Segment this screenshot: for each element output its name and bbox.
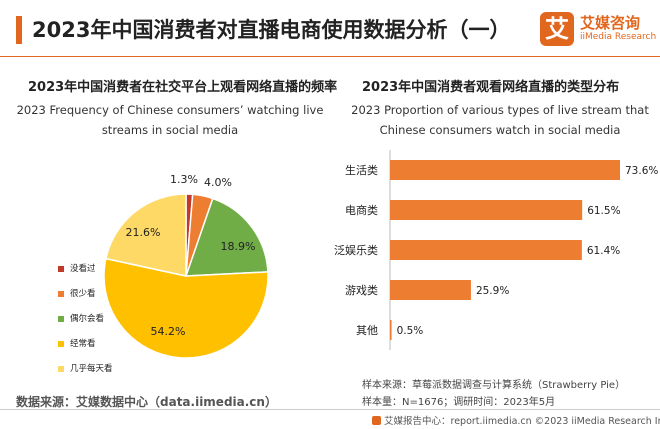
bar xyxy=(390,160,620,180)
footer: 艾媒报告中心：report.iimedia.cn ©2023 iiMedia R… xyxy=(372,413,660,427)
footer-text: 艾媒报告中心：report.iimedia.cn ©2023 iiMedia R… xyxy=(384,416,660,427)
pie-title-en-line2: streams in social media xyxy=(101,123,239,137)
legend-label: 很少看 xyxy=(70,289,96,299)
bar-value-label: 61.4% xyxy=(587,245,620,257)
bar-value-label: 0.5% xyxy=(397,325,424,337)
bar xyxy=(390,200,583,220)
legend-swatch xyxy=(58,316,64,322)
pie-slice xyxy=(104,193,187,277)
pie-slice xyxy=(184,197,269,277)
report-center-icon xyxy=(372,416,381,425)
pie-value-label: 4.0% xyxy=(204,176,232,189)
bar-title-en: 2023 Proportion of various types of live… xyxy=(340,100,660,140)
legend-label: 偶尔会看 xyxy=(70,314,105,324)
footer-divider xyxy=(0,409,660,410)
bar-category-label: 其他 xyxy=(356,324,378,337)
bar-title-en-line1: 2023 Proportion of various types of live… xyxy=(351,103,649,117)
legend-label: 几乎每天看 xyxy=(70,364,113,374)
bar-value-label: 25.9% xyxy=(476,285,509,297)
bar-category-label: 生活类 xyxy=(345,163,378,177)
legend-label: 经常看 xyxy=(70,339,96,349)
title-accent-bar xyxy=(16,16,22,44)
logo-mark: 艾 xyxy=(540,12,574,46)
page-title: 2023年中国消费者对直播电商使用数据分析（一） xyxy=(32,18,511,42)
logo: 艾 艾媒咨询 iiMedia Research xyxy=(540,10,656,50)
legend-swatch xyxy=(58,291,64,297)
bar xyxy=(390,240,582,260)
pie-title-en-line1: 2023 Frequency of Chinese consumers’ wat… xyxy=(16,103,324,117)
logo-name-cn: 艾媒咨询 xyxy=(580,14,641,32)
data-source: 数据来源：艾媒数据中心（data.iimedia.cn） xyxy=(16,395,277,409)
pie-value-label: 21.6% xyxy=(126,226,161,239)
bar-chart: 生活类 73.6% 电商类 61.5% 泛娱乐类 61.4% 游戏类 25.9% 其他 0.5% xyxy=(334,150,658,350)
sample-size-note: 样本量：N=1676；调研时间：2023年5月 xyxy=(362,397,556,408)
pie-title-cn: 2023年中国消费者在社交平台上观看网络直播的频率 xyxy=(28,80,338,95)
bar-value-label: 61.5% xyxy=(587,205,620,217)
legend-swatch xyxy=(58,366,64,372)
pie-chart: 1.3% 4.0% 18.9% 54.2% 21.6% xyxy=(103,173,269,359)
pie-value-label: 54.2% xyxy=(151,325,186,338)
pie-value-label: 18.9% xyxy=(221,240,256,253)
legend-swatch xyxy=(58,266,64,272)
bar-category-label: 电商类 xyxy=(345,203,378,217)
pie-value-label: 1.3% xyxy=(170,173,198,186)
legend-swatch xyxy=(58,341,64,347)
logo-name-en: iiMedia Research xyxy=(580,32,657,42)
bar xyxy=(390,320,392,340)
header-divider xyxy=(0,56,660,57)
bar-title-en-line2: Chinese consumers watch in social media xyxy=(379,123,621,137)
pie-slice xyxy=(103,257,269,359)
bar-category-label: 泛娱乐类 xyxy=(334,243,378,257)
bar-category-label: 游戏类 xyxy=(345,283,378,297)
legend-label: 没看过 xyxy=(70,264,96,274)
bar xyxy=(390,280,471,300)
sample-source-note: 样本来源：草莓派数据调查与计算系统（Strawberry Pie） xyxy=(362,380,626,391)
pie-title-en: 2023 Frequency of Chinese consumers’ wat… xyxy=(10,100,330,140)
bar-value-label: 73.6% xyxy=(625,165,658,177)
bar-title-cn: 2023年中国消费者观看网络直播的类型分布 xyxy=(362,80,620,95)
